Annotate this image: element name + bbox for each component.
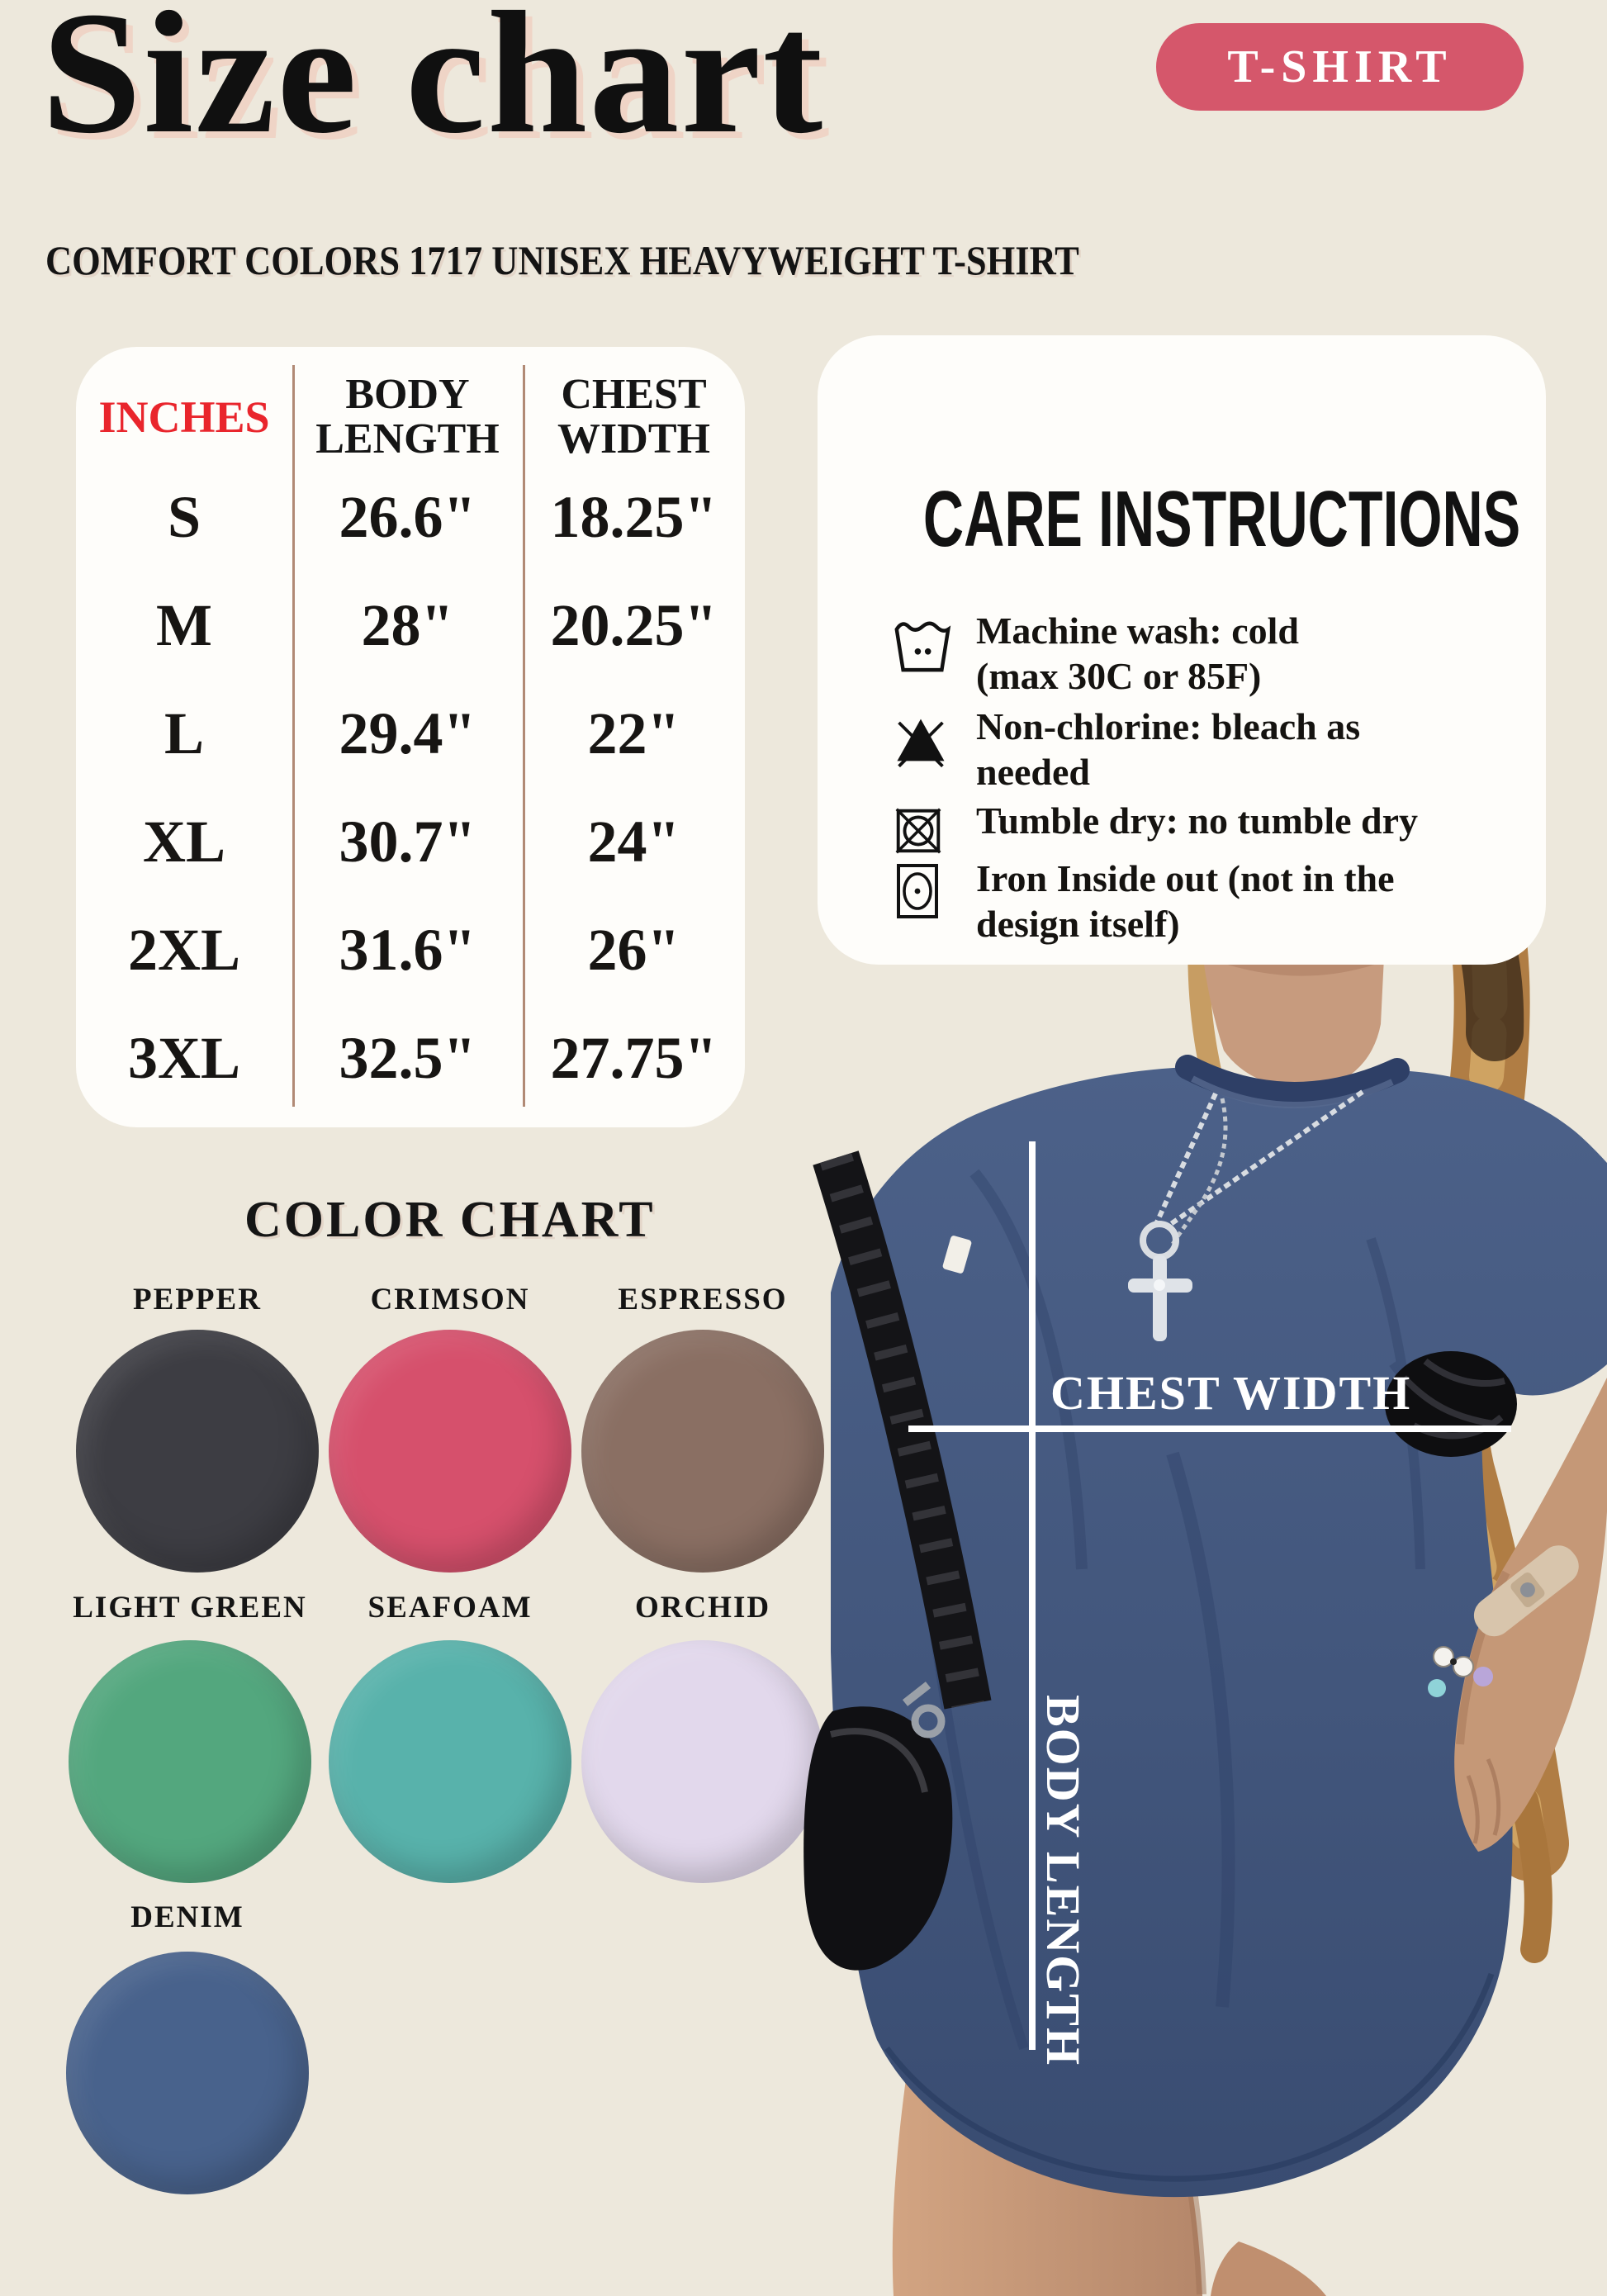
handbag <box>804 1706 953 1971</box>
care-line: needed <box>976 751 1090 793</box>
body-length-label: BODY LENGTH <box>1036 1695 1090 2066</box>
care-line: Tumble dry: no tumble dry <box>976 799 1419 842</box>
bag-strap-texture <box>819 1152 984 1708</box>
table-row-body: 28" <box>361 592 454 658</box>
shirt-folds <box>920 1169 1490 2050</box>
model-right-leg <box>1211 2241 1326 2296</box>
forearm-shadow <box>1456 1570 1510 1745</box>
care-line: design itself) <box>976 903 1180 945</box>
care-line: Iron Inside out (not in the <box>976 857 1395 899</box>
no-tumble-dry-icon <box>895 808 941 854</box>
swatch-label-denim: DENIM <box>130 1900 244 1934</box>
color-swatch-pepper <box>76 1330 319 1573</box>
product-subtitle: COMFORT COLORS 1717 UNISEX HEAVYWEIGHT T… <box>45 237 1079 283</box>
table-row-body: 31.6" <box>339 917 476 983</box>
table-row-size: 2XL <box>127 917 241 983</box>
model-forearm <box>1454 1378 1607 1852</box>
swatch-label-pepper: PEPPER <box>133 1283 262 1316</box>
table-row-size: L <box>164 700 205 766</box>
side-tag <box>942 1236 972 1274</box>
color-chart-heading: COLOR CHART <box>244 1192 656 1248</box>
column-header-chest-width: CHEST WIDTH <box>557 370 710 463</box>
model-left-thigh <box>892 2061 1202 2296</box>
swatch-label-espresso: ESPRESSO <box>618 1283 788 1316</box>
tshirt <box>831 1067 1607 2198</box>
bag-ring <box>911 1704 946 1739</box>
chest-width-label: CHEST WIDTH <box>1050 1366 1411 1420</box>
braid-hair <box>1410 846 1569 1881</box>
chest-width-line <box>908 1426 1511 1432</box>
hand-finger-lines <box>1466 1758 1501 1844</box>
body-length-line <box>1029 1141 1036 2050</box>
bag-strap <box>813 1150 992 1710</box>
scrunchie-folds <box>1401 1358 1506 1440</box>
thigh-shadow-edge <box>1173 2113 1206 2295</box>
swatch-label-light-green: LIGHT GREEN <box>73 1591 307 1625</box>
tshirt-badge: T-SHIRT <box>1156 23 1524 111</box>
care-instructions-card: CARE INSTRUCTIONS Machine wash: cold (ma… <box>818 335 1546 965</box>
table-row-size: M <box>156 592 212 658</box>
non-chlorine-bleach-icon <box>897 719 945 768</box>
care-line: (max 30C or 85F) <box>976 655 1262 697</box>
machine-wash-icon <box>894 621 951 672</box>
swatch-label-orchid: ORCHID <box>634 1591 771 1625</box>
color-swatch-light-green <box>69 1640 311 1883</box>
wrist-watch <box>1473 1545 1579 1637</box>
page-title: Size chart <box>41 0 825 169</box>
bead-bracelet <box>1428 1646 1493 1697</box>
swatch-label-crimson: CRIMSON <box>370 1283 530 1316</box>
tshirt-collar <box>1175 1055 1410 1108</box>
necklace <box>1128 1089 1364 1341</box>
table-row-chest: 26" <box>587 917 680 983</box>
column-separator <box>523 365 525 1107</box>
care-instructions-title: CARE INSTRUCTIONS <box>922 475 1521 563</box>
table-row-body: 32.5" <box>339 1025 476 1091</box>
collar-highlight <box>1191 1075 1394 1109</box>
bag-clasp <box>902 1682 931 1706</box>
scrunchie <box>1385 1351 1517 1457</box>
column-header-inches: INCHES <box>98 391 270 442</box>
table-row-body: 30.7" <box>339 809 476 875</box>
braid-tail <box>1510 1786 1552 1963</box>
column-separator <box>292 365 295 1107</box>
size-table-card: INCHES BODY LENGTH CHEST WIDTH S 26.6" 1… <box>76 347 745 1127</box>
color-swatch-seafoam <box>329 1640 571 1883</box>
table-row-chest: 24" <box>587 809 680 875</box>
table-row-size: XL <box>142 809 226 875</box>
handbag-highlight <box>829 1728 928 1793</box>
table-row-chest: 27.75" <box>550 1025 718 1091</box>
column-header-body-length: BODY LENGTH <box>315 370 500 463</box>
hem-stitch <box>884 1972 1495 2182</box>
table-row-size: S <box>167 484 201 550</box>
color-swatch-crimson <box>329 1330 571 1573</box>
color-swatch-denim <box>66 1952 309 2194</box>
table-row-chest: 18.25" <box>550 484 718 550</box>
table-row-chest: 20.25" <box>550 592 718 658</box>
care-line: Non-chlorine: bleach as <box>976 705 1361 747</box>
swatch-label-seafoam: SEAFOAM <box>367 1591 533 1625</box>
color-swatch-espresso <box>581 1330 824 1573</box>
size-table: INCHES BODY LENGTH CHEST WIDTH S 26.6" 1… <box>76 355 745 1112</box>
table-row-body: 29.4" <box>339 700 476 766</box>
table-row-size: 3XL <box>127 1025 241 1091</box>
table-row-body: 26.6" <box>339 484 476 550</box>
care-line: Machine wash: cold <box>976 610 1299 652</box>
braid-highlight <box>1429 875 1545 1851</box>
color-swatch-orchid <box>581 1640 824 1883</box>
table-row-chest: 22" <box>587 700 680 766</box>
iron-inside-out-icon <box>897 864 938 918</box>
